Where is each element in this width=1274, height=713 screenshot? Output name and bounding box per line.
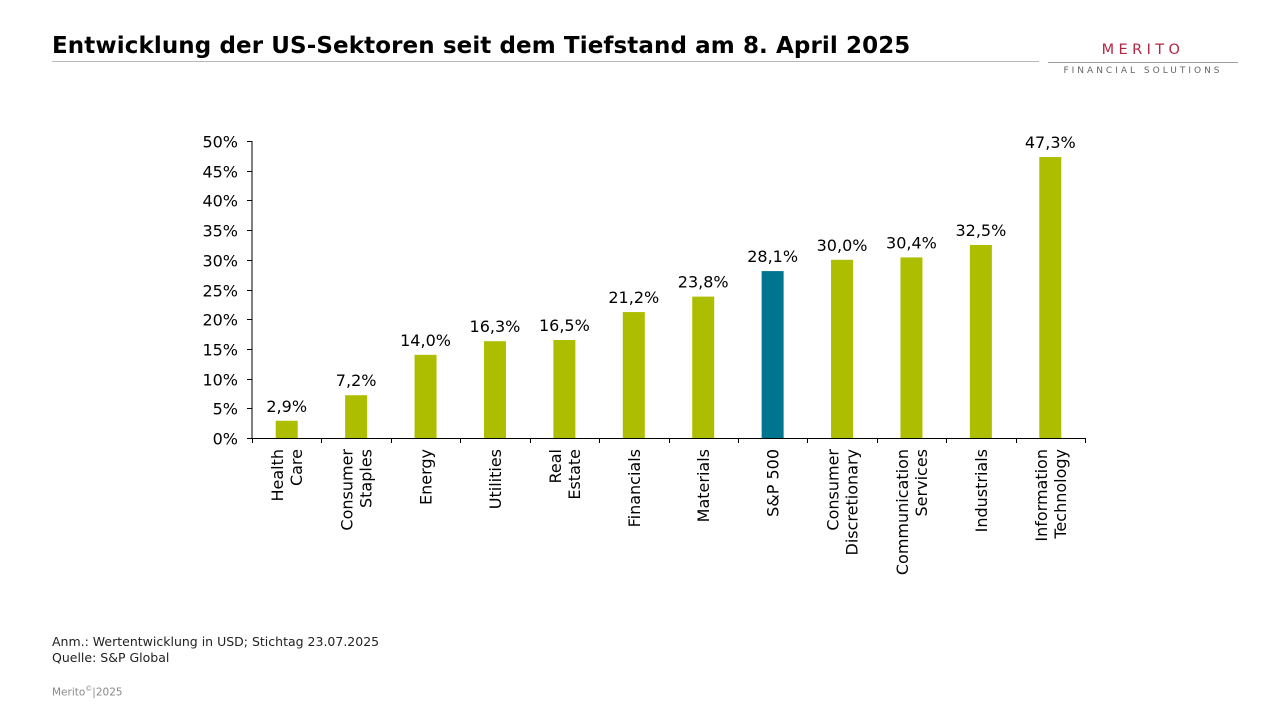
x-axis: HealthCare ConsumerStaples Energy Utilities… [252,438,1086,575]
y-tick-label: 35% [202,222,238,241]
y-tick-label: 45% [202,163,238,182]
bar [831,259,854,438]
logo-divider [1048,62,1238,63]
data-label: 16,3% [470,317,521,336]
data-label: 23,8% [678,273,729,292]
bar [275,420,298,438]
data-label: 16,5% [539,316,590,335]
x-tick-label: RealEstate [546,449,584,500]
data-labels: 2,9% 7,2% 14,0% 16,3% 16,5% 21,2% 23,8% 28,1% 30… [266,133,1075,416]
merito-logo: MERITO FINANCIAL SOLUTIONS [1048,42,1238,82]
bar [483,341,506,438]
x-tick-label: Utilities [486,449,505,509]
y-tick-label: 20% [202,311,238,330]
copyright: Merito©|2025 [52,685,123,699]
logo-subtitle: FINANCIAL SOLUTIONS [1063,66,1223,76]
y-tick-label: 30% [202,252,238,271]
bars [275,157,1062,438]
data-label: 2,9% [266,397,307,416]
bar [345,395,368,438]
title-divider [52,61,1039,62]
y-tick-label: 5% [213,400,238,419]
copyright-name: Merito [52,686,86,699]
data-label: 28,1% [747,247,798,266]
x-tick-label: Financials [625,449,644,527]
y-tick-label: 0% [213,430,238,449]
y-tick-label: 10% [202,371,238,390]
bar [414,354,437,438]
y-axis: 0% 5% 10% 15% 20% 25% 30% 35% 40% 45% 50% [202,133,253,449]
data-label: 30,4% [886,233,937,252]
data-label: 32,5% [955,221,1006,240]
x-tick-label: HealthCare [268,449,306,502]
x-tick-label: Industrials [972,449,991,532]
bar [622,312,645,438]
y-tick-label: 15% [202,341,238,360]
source-note: Quelle: S&P Global [52,650,170,665]
y-tick-label: 25% [202,282,238,301]
y-tick-label: 50% [202,133,238,152]
bar [553,339,576,438]
bar [1039,157,1062,438]
bar [969,244,992,438]
x-tick-label: InformationTechnology [1032,449,1070,542]
x-tick-label: Materials [694,449,713,522]
copyright-year: |2025 [92,686,123,699]
bar [692,296,715,438]
data-label: 47,3% [1025,133,1076,152]
footnote: Anm.: Wertentwicklung in USD; Stichtag 2… [52,634,380,649]
data-label: 14,0% [400,331,451,350]
data-label: 7,2% [336,371,377,390]
data-label: 21,2% [608,288,659,307]
x-tick-label: ConsumerStaples [338,449,376,531]
copyright-mark: © [85,685,93,693]
bar [761,271,784,438]
y-tick-label: 40% [202,192,238,211]
x-tick-label: S&P 500 [764,449,783,517]
data-label: 30,0% [817,236,868,255]
page-title: Entwicklung der US-Sektoren seit dem Tie… [52,33,911,59]
bar [900,257,923,438]
x-tick-label: ConsumerDiscretionary [824,449,862,556]
x-tick-label: Energy [417,449,436,505]
x-tick-label: CommunicationServices [893,449,931,575]
logo-name: MERITO [1101,42,1185,58]
